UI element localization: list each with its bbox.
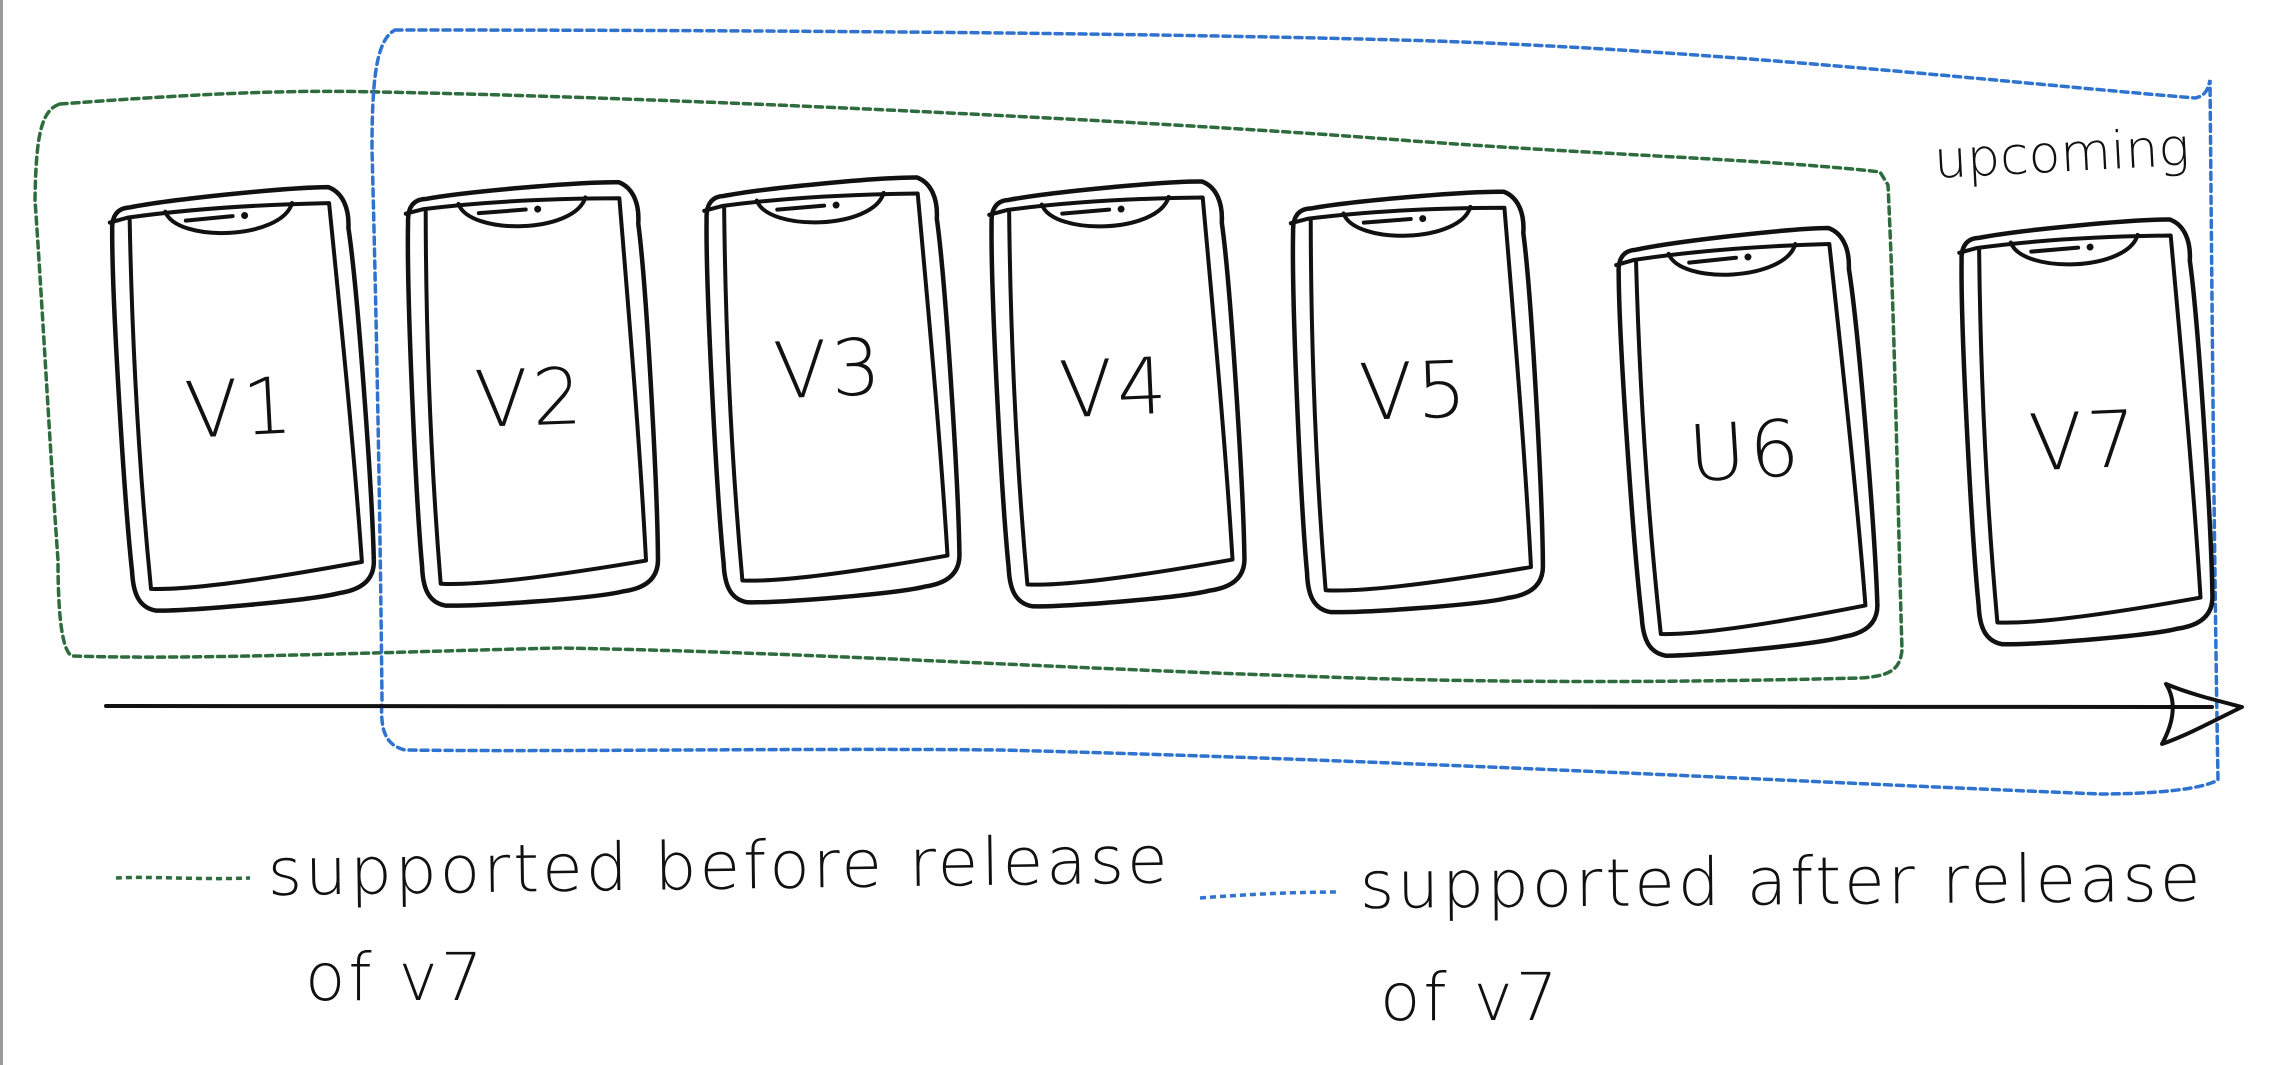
phone-camera xyxy=(534,205,542,213)
phone-camera xyxy=(1419,215,1427,223)
legend-after: supported after release of v7 xyxy=(1199,840,2204,1036)
phone-label: V3 xyxy=(772,323,887,418)
phone-label: U6 xyxy=(1686,404,1806,501)
phone-camera xyxy=(1744,253,1752,261)
legend-before-label-line2: of v7 xyxy=(305,939,486,1016)
phone-label: V1 xyxy=(183,361,299,457)
phone-body xyxy=(1290,189,1546,615)
phone-v2: V2 xyxy=(403,180,661,608)
phone-body xyxy=(989,179,1247,609)
legend-before: supported before release of v7 xyxy=(115,821,1171,1016)
phone-screen xyxy=(1957,233,2203,625)
phone-notch xyxy=(456,195,588,229)
timeline-arrow-head xyxy=(2160,682,2244,746)
left-border xyxy=(0,0,3,1065)
supported-after-region xyxy=(370,28,2220,796)
phone-v3: V3 xyxy=(702,175,962,605)
supported-before-region xyxy=(33,89,1904,684)
phone-notch xyxy=(163,201,295,235)
timeline-arrow-shaft xyxy=(104,704,2214,709)
phone-camera xyxy=(241,212,249,220)
phone-camera xyxy=(1117,205,1125,213)
phone-v5: V5 xyxy=(1288,189,1546,615)
phone-body xyxy=(109,184,377,613)
phone-u6: U6 xyxy=(1614,225,1880,658)
phone-notch xyxy=(1666,242,1798,277)
phone-notch xyxy=(1039,194,1171,229)
legend-after-label-line2: of v7 xyxy=(1380,959,1561,1036)
legend-before-label: supported before release xyxy=(267,821,1171,911)
legend-before-line xyxy=(115,875,251,881)
phone-label: V5 xyxy=(1358,345,1472,439)
phone-screen xyxy=(987,195,1235,587)
phone-body xyxy=(405,180,661,608)
legend-after-line xyxy=(1199,890,1339,900)
phone-label: V7 xyxy=(2027,395,2142,490)
phone-v1: V1 xyxy=(107,184,377,613)
phone-screen xyxy=(1288,205,1533,593)
phone-v7: V7 xyxy=(1957,217,2215,647)
phone-notch xyxy=(754,190,886,225)
phone-camera xyxy=(2086,243,2094,251)
phone-screen xyxy=(702,191,950,583)
phone-body xyxy=(704,175,962,605)
phone-screen xyxy=(107,201,364,591)
phone-notch xyxy=(1341,204,1473,238)
phone-label: V4 xyxy=(1058,342,1173,437)
phones: V1 V2 V3 V4 V5 U6 V7 xyxy=(107,175,2215,658)
phone-screen xyxy=(403,196,649,586)
phone-camera xyxy=(832,201,840,209)
legend: supported before release of v7 supported… xyxy=(115,821,2204,1036)
legend-after-label: supported after release xyxy=(1359,840,2203,924)
phone-screen xyxy=(1614,241,1868,637)
phone-v4: V4 xyxy=(987,179,1247,609)
phone-label: V2 xyxy=(473,352,587,446)
phone-body xyxy=(1959,217,2215,647)
phone-notch xyxy=(2008,232,2140,267)
phone-body xyxy=(1616,225,1880,658)
upcoming-label: upcoming xyxy=(1933,118,2191,191)
